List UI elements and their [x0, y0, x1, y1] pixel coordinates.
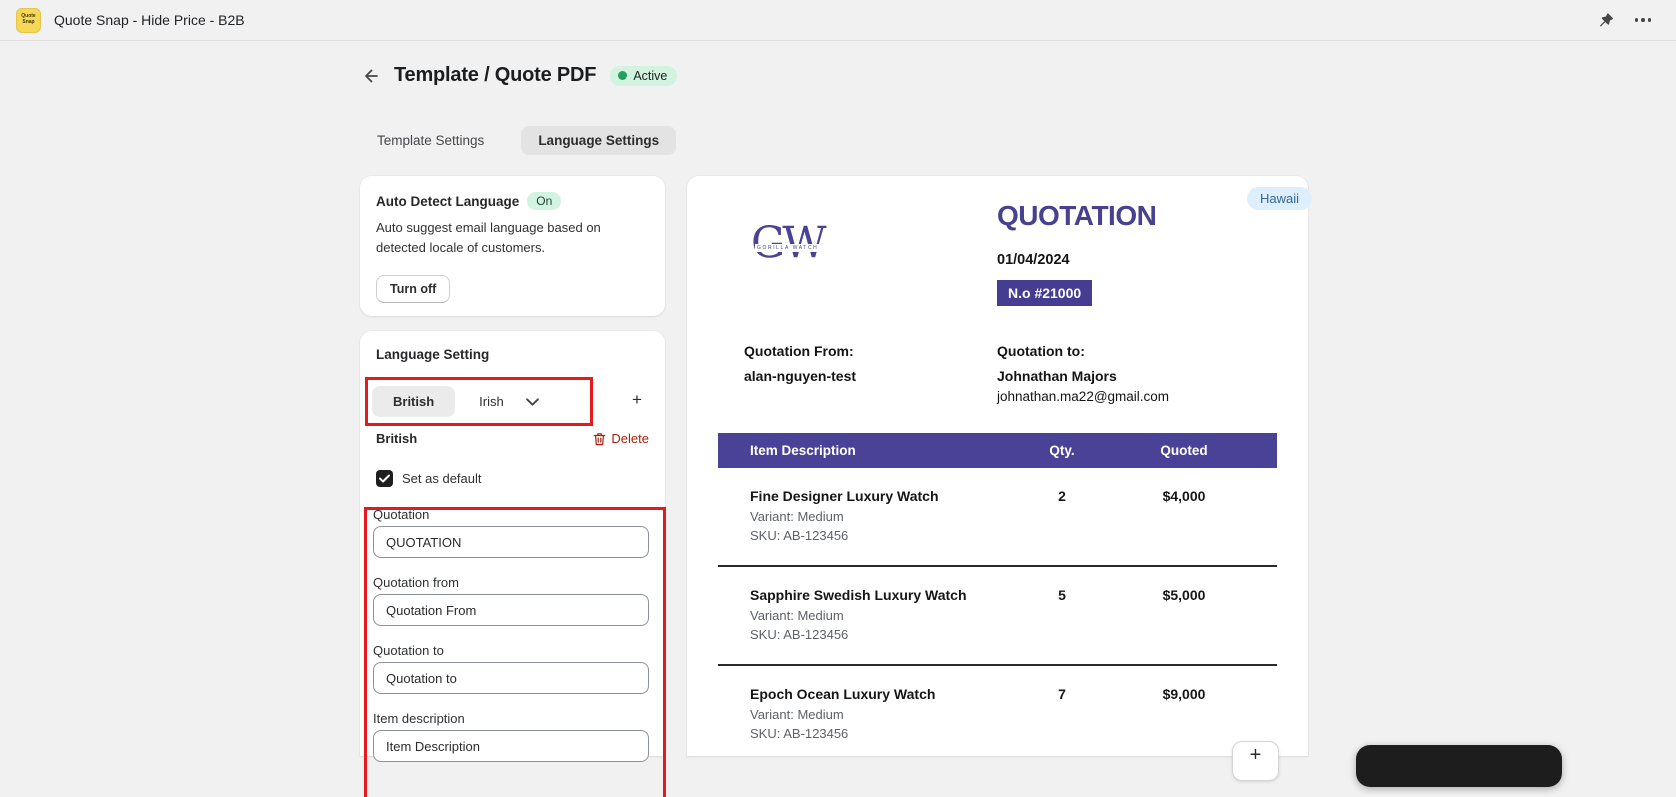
quotation-to-name: Johnathan Majors	[997, 368, 1117, 384]
field-quotation-from-label: Quotation from	[373, 575, 459, 590]
document-number-badge: N.o #21000	[997, 280, 1093, 306]
quotation-from-label: Quotation From:	[744, 343, 854, 359]
item-qty: 7	[1058, 686, 1066, 702]
settings-tabs: Template Settings Language Settings	[360, 126, 677, 155]
annotation-highlight-fields	[364, 507, 666, 797]
more-options-icon[interactable]	[1632, 9, 1654, 31]
item-quoted: $4,000	[1162, 488, 1206, 504]
item-name: Sapphire Swedish Luxury Watch	[750, 587, 967, 603]
app-title: Quote Snap - Hide Price - B2B	[54, 12, 245, 28]
field-quotation-from: Quotation from	[373, 575, 653, 626]
pin-icon[interactable]	[1594, 9, 1616, 31]
item-name: Epoch Ocean Luxury Watch	[750, 686, 936, 702]
field-quotation-to-label: Quotation to	[373, 643, 444, 658]
table-row: Fine Designer Luxury Watch Variant: Medi…	[718, 468, 1277, 567]
app-icon-label: Quote Snap	[21, 13, 36, 25]
quotation-to-label: Quotation to:	[997, 343, 1085, 359]
zoom-in-button[interactable]: +	[1232, 741, 1279, 781]
status-badge-label: Active	[633, 68, 668, 83]
field-quotation-to-input[interactable]	[373, 662, 649, 694]
tab-template-settings[interactable]: Template Settings	[377, 133, 485, 148]
field-quotation-input[interactable]	[373, 526, 649, 558]
field-quotation-to: Quotation to	[373, 643, 653, 694]
field-item-description-label: Item description	[373, 711, 465, 726]
page-header: Template / Quote PDF Active	[360, 64, 678, 87]
language-tab-irish[interactable]: Irish	[479, 394, 539, 409]
language-setting-card: Language Setting British Irish + British…	[360, 331, 666, 797]
quotation-from-value: alan-nguyen-test	[744, 368, 857, 384]
selected-language-row: British Delete	[376, 431, 649, 446]
quotation-to-email: johnathan.ma22@gmail.com	[997, 389, 1170, 404]
document-title: QUOTATION	[997, 200, 1157, 231]
add-language-button[interactable]: +	[632, 390, 642, 409]
annotation-highlight-language-tabs	[365, 377, 593, 426]
set-default-checkbox[interactable]	[376, 470, 393, 487]
auto-detect-card: Auto Detect Language On Auto suggest emai…	[360, 176, 665, 316]
trash-icon	[594, 432, 606, 445]
logo-subtext: GORILLA WATCH	[755, 244, 821, 252]
header-item-description: Item Description	[750, 443, 856, 458]
field-quotation: Quotation	[373, 507, 653, 558]
page-title: Template / Quote PDF	[394, 64, 597, 86]
status-dot-icon	[618, 71, 628, 80]
turn-off-button[interactable]: Turn off	[376, 275, 451, 303]
items-table: Item Description Qty. Quoted Fine Design…	[718, 433, 1277, 763]
company-logo: GW GORILLA WATCH	[751, 218, 841, 278]
pdf-preview-card: Hawaii GW GORILLA WATCH QUOTATION 01/04/…	[687, 176, 1313, 781]
item-name: Fine Designer Luxury Watch	[750, 488, 939, 504]
item-sku: SKU: AB-123456	[750, 627, 849, 642]
topbar: Quote Snap Quote Snap - Hide Price - B2B	[0, 0, 1676, 41]
item-qty: 2	[1058, 488, 1066, 504]
auto-detect-title: Auto Detect Language On	[376, 192, 562, 210]
field-quotation-label: Quotation	[373, 507, 430, 522]
chevron-down-icon[interactable]	[525, 397, 539, 406]
items-table-header: Item Description Qty. Quoted	[718, 433, 1277, 468]
header-quoted: Quoted	[1160, 443, 1208, 458]
language-tab-british[interactable]: British	[372, 386, 456, 417]
on-badge: On	[527, 192, 562, 210]
tab-language-settings[interactable]: Language Settings	[521, 126, 677, 155]
topbar-actions	[1594, 9, 1660, 31]
region-badge: Hawaii	[1247, 187, 1313, 210]
status-badge: Active	[610, 65, 678, 86]
delete-language-button[interactable]: Delete	[593, 431, 649, 446]
document-date: 01/04/2024	[997, 252, 1070, 268]
auto-detect-description: Auto suggest email language based on det…	[376, 220, 601, 255]
back-arrow-icon[interactable]	[360, 65, 382, 87]
set-default-label: Set as default	[402, 471, 482, 486]
logo-monogram: GW	[751, 218, 827, 268]
check-icon	[379, 474, 390, 483]
table-row: Sapphire Swedish Luxury Watch Variant: M…	[718, 567, 1277, 666]
table-row: Epoch Ocean Luxury Watch Variant: Medium…	[718, 666, 1277, 763]
item-sku: SKU: AB-123456	[750, 528, 849, 543]
item-qty: 5	[1058, 587, 1066, 603]
item-quoted: $9,000	[1162, 686, 1206, 702]
selected-language-label: British	[376, 431, 418, 446]
app-icon: Quote Snap	[16, 7, 41, 33]
item-variant: Variant: Medium	[750, 707, 844, 722]
field-quotation-from-input[interactable]	[373, 594, 649, 626]
item-sku: SKU: AB-123456	[750, 726, 849, 741]
language-tab-group: British Irish	[368, 380, 543, 423]
language-setting-title: Language Setting	[376, 347, 490, 362]
save-toast	[1356, 745, 1562, 787]
set-default-row[interactable]: Set as default	[376, 470, 482, 487]
header-qty: Qty.	[1049, 443, 1075, 458]
item-variant: Variant: Medium	[750, 509, 844, 524]
item-variant: Variant: Medium	[750, 608, 844, 623]
item-quoted: $5,000	[1162, 587, 1206, 603]
